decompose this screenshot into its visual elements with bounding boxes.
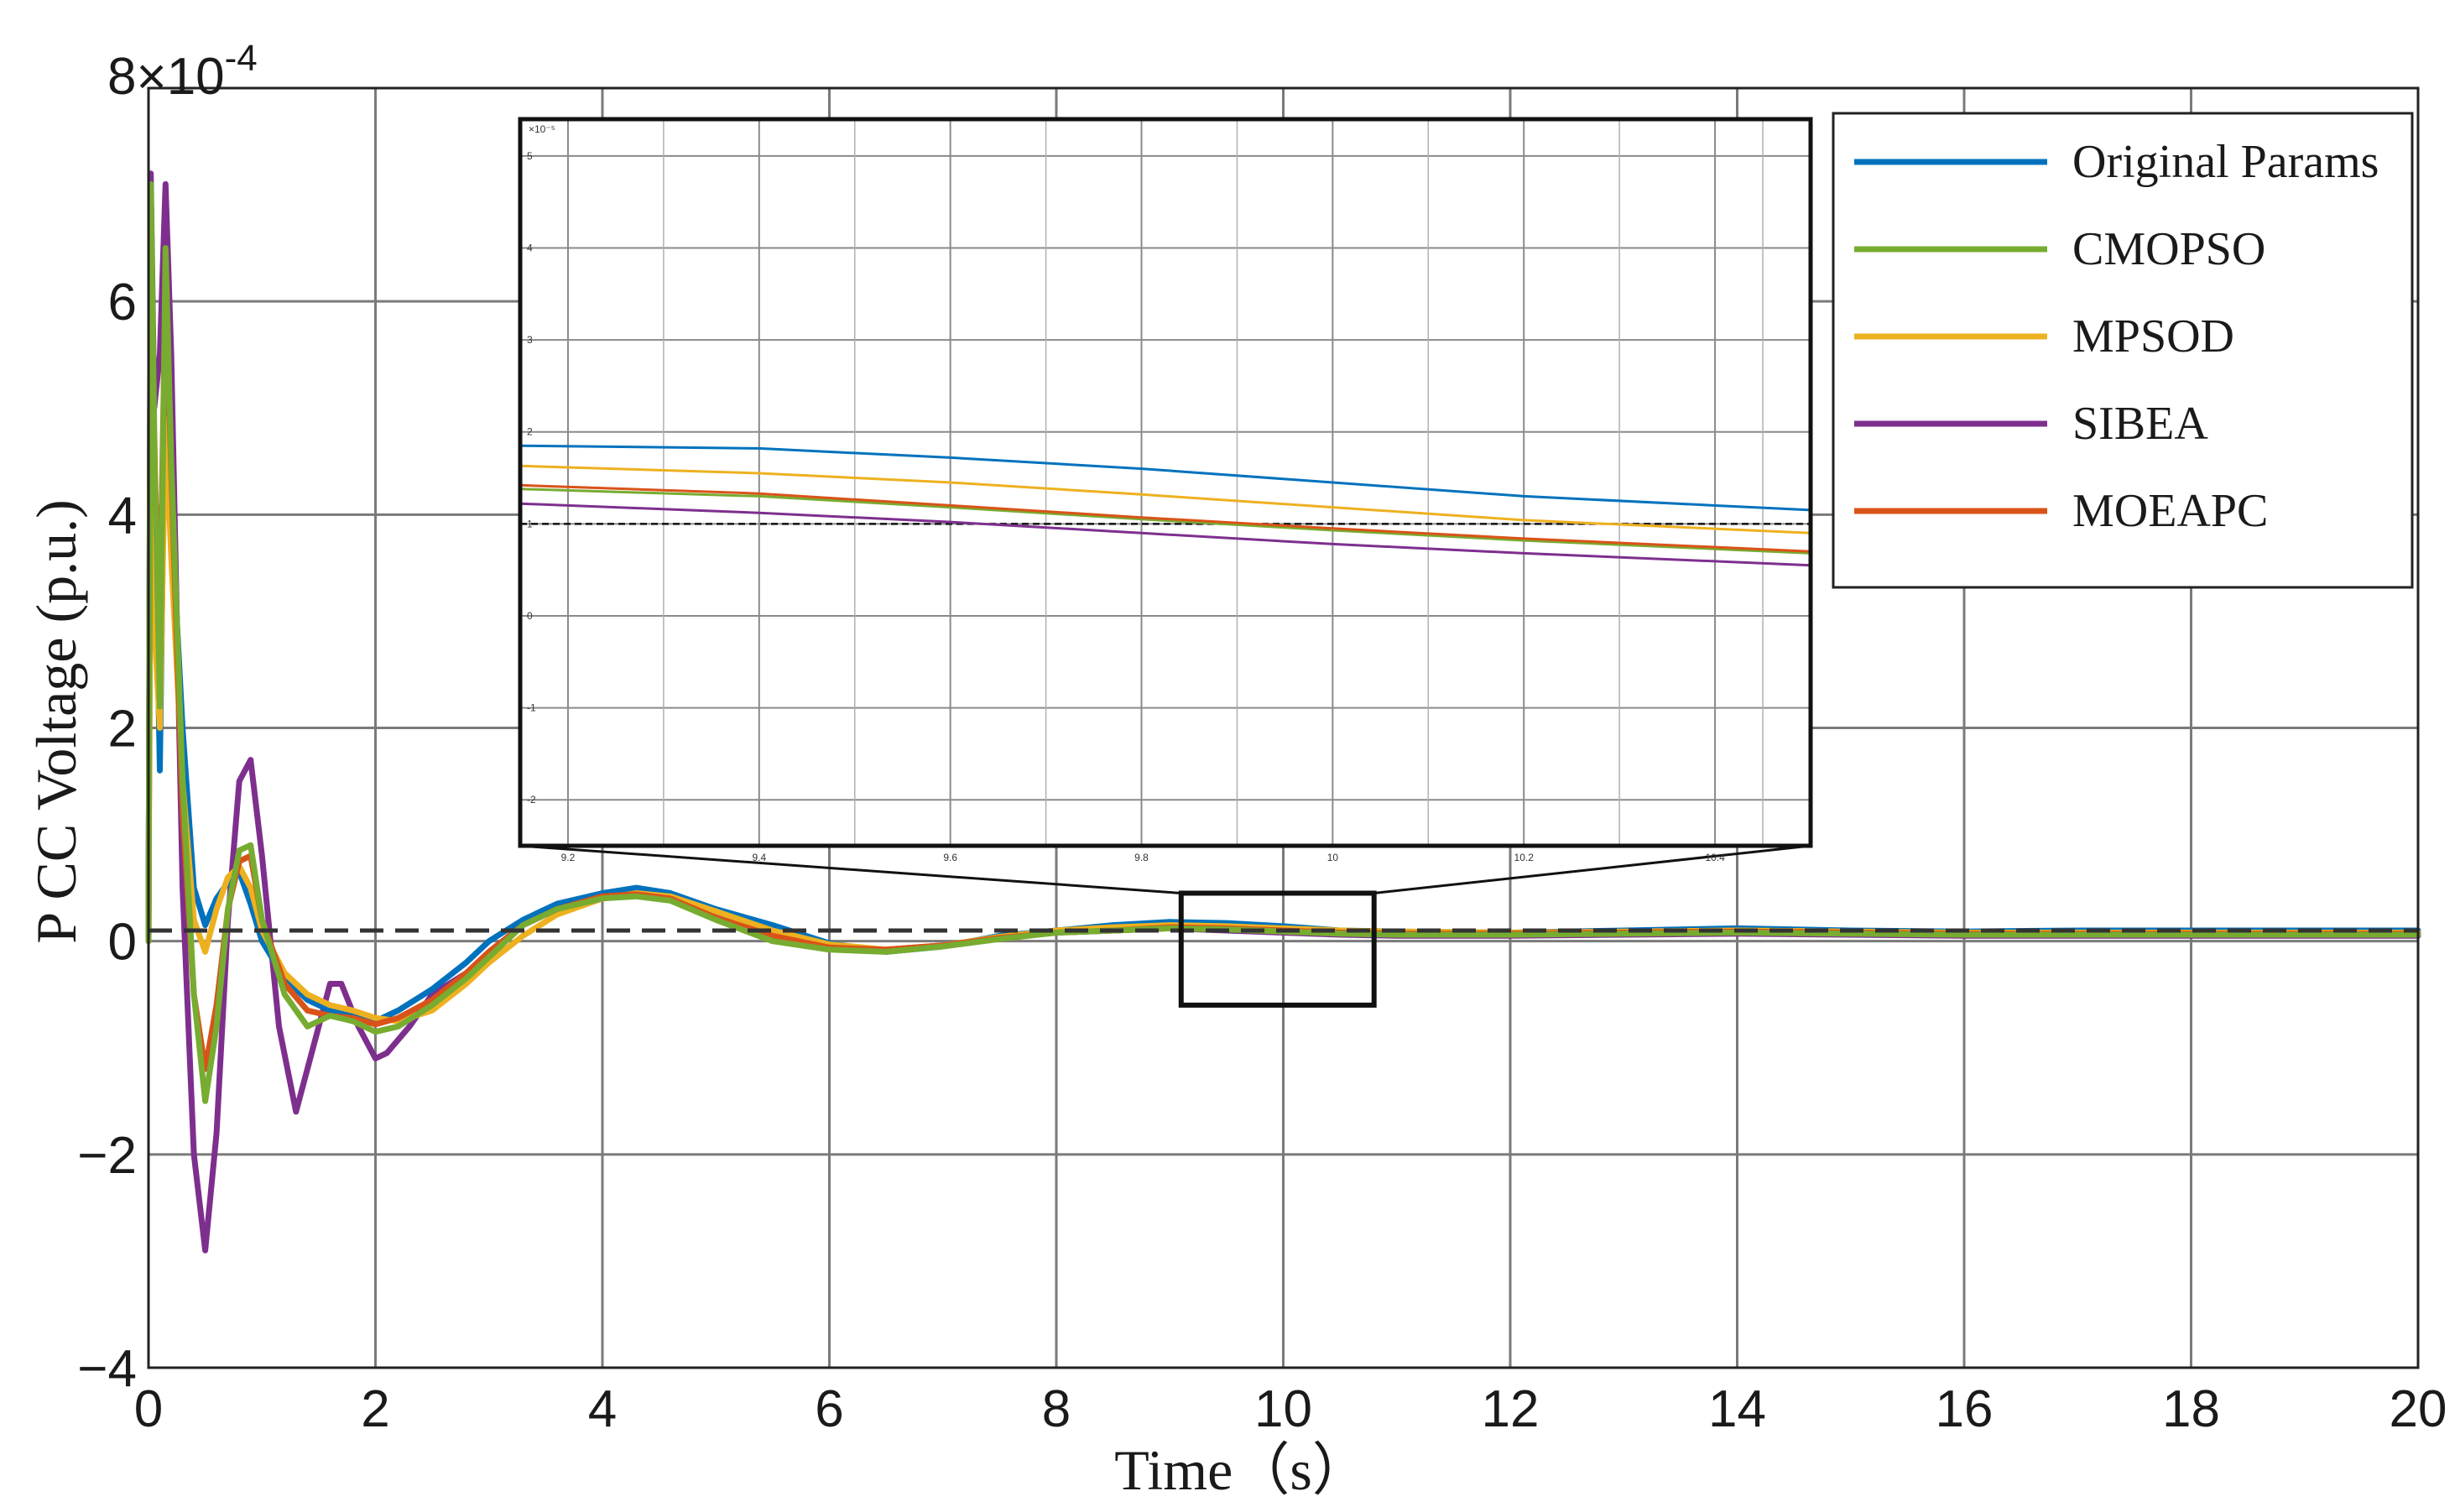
inset-x-tick-label: 10.2 (1514, 852, 1535, 863)
x-tick-label: 10 (1254, 1380, 1312, 1438)
inset-y-tick-label: 1 (527, 518, 533, 529)
legend-label: SIBEA (2072, 398, 2208, 450)
inset-y-tick-label: 5 (527, 150, 533, 162)
inset-plot: 9.2 9.4 9.6 9.8 10 10.2 10.4 -2 -1 0 1 2 3 4 5 ×10⁻⁵ (518, 117, 1813, 863)
inset-y-tick-label: 2 (527, 426, 533, 438)
x-tick-label: 16 (1936, 1380, 1994, 1438)
x-tick-label: 12 (1482, 1380, 1540, 1438)
inset-frame (518, 117, 1813, 848)
inset-y-tick-label: -2 (527, 794, 536, 806)
y-tick-label: −2 (77, 1127, 137, 1185)
x-axis-label: Time（s） (1114, 1438, 1369, 1502)
x-tick-label: 4 (588, 1380, 617, 1438)
inset-x-tick-label: 9.2 (561, 852, 576, 863)
x-tick-label: 0 (134, 1380, 163, 1438)
zoom-connector-left (519, 844, 1181, 894)
y-tick-label: 6 (108, 274, 137, 331)
inset-series-line-original-params (519, 444, 1811, 512)
inset-y-tick-label: -1 (527, 702, 536, 714)
legend-label: Original Params (2072, 136, 2379, 188)
x-tick-label: 8 (1042, 1380, 1071, 1438)
inset-x-tick-label: 10.4 (1705, 852, 1725, 863)
legend: Original Params CMOPSO MPSOD SIBEA MOEAPC (1832, 112, 2414, 589)
zoom-connector-right (1373, 844, 1811, 894)
y-tick-label: 2 (108, 701, 137, 759)
inset-y-tick-label: 4 (527, 242, 533, 253)
legend-label: MOEAPC (2072, 485, 2268, 537)
inset-y-tick-label: 0 (527, 610, 533, 622)
x-tick-label: 18 (2162, 1380, 2220, 1438)
inset-series-line-cmopso (519, 487, 1811, 555)
series-group (145, 170, 2421, 1254)
series-line-cmopso (145, 180, 2421, 1104)
inset-x-tick-label: 9.8 (1134, 852, 1149, 863)
x-tick-label: 14 (1708, 1380, 1766, 1438)
y-axis-exponent: 8×10-4 (107, 38, 258, 106)
x-tick-label: 20 (2390, 1380, 2447, 1438)
legend-label: MPSOD (2072, 310, 2234, 362)
inset-series-line-sibea (519, 502, 1811, 567)
y-axis-label: P CC Voltage (p.u.) (24, 499, 88, 944)
inset-y-tick-label: 3 (527, 334, 533, 346)
y-tick-label: −4 (77, 1340, 137, 1398)
zoom-connectors (519, 844, 1811, 894)
inset-x-tick-label: 10 (1327, 852, 1339, 863)
legend-label: CMOPSO (2072, 223, 2265, 275)
inset-background (520, 119, 1811, 846)
plot-frame (147, 86, 2420, 1369)
x-tick-label: 2 (361, 1380, 389, 1438)
x-tick-label: 6 (815, 1380, 843, 1438)
inset-series-line-mpsod (519, 464, 1811, 534)
zoom-box (1178, 890, 1377, 1008)
y-tick-label: 0 (108, 914, 137, 972)
inset-x-tick-label: 9.4 (752, 852, 766, 863)
inset-series-line-moeapc (519, 483, 1811, 553)
inset-x-tick-label: 9.6 (943, 852, 957, 863)
y-tick-label: 4 (108, 487, 137, 545)
inset-y-exponent: ×10⁻⁵ (529, 123, 555, 135)
